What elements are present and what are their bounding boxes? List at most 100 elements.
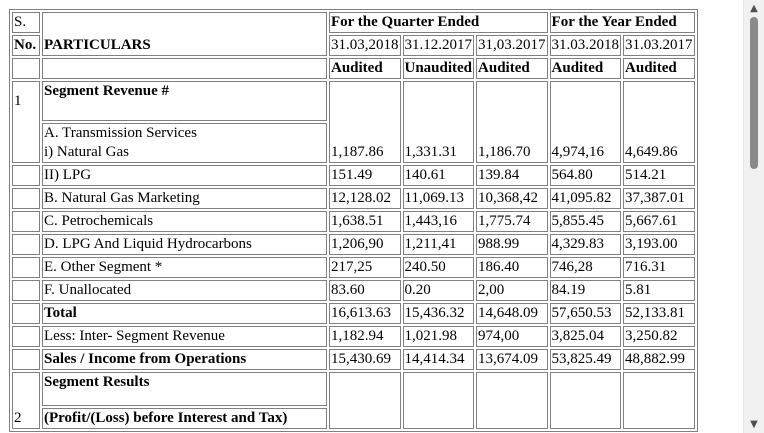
section-1-title: Segment Revenue # [42, 81, 327, 121]
table-cell: 716.31 [623, 257, 695, 278]
status-header-1: Audited [329, 58, 401, 79]
table-cell: 988.99 [476, 234, 548, 255]
table-cell: 746,28 [549, 257, 622, 278]
empty-cell [549, 372, 622, 429]
table-row: B. Natural Gas Marketing 12,128.02 11,069.… [12, 188, 695, 209]
empty-cell [476, 372, 548, 429]
table-row: E. Other Segment * 217,25 240.50 186.40 746,… [12, 257, 695, 278]
row-label: Less: Inter- Segment Revenue [42, 326, 327, 347]
table-row: D. LPG And Liquid Hydrocarbons 1,206,90 1,… [12, 234, 695, 255]
row-label: C. Petrochemicals [42, 211, 327, 232]
empty-cell [12, 349, 40, 370]
empty-cell [402, 372, 475, 429]
empty-cell [12, 188, 40, 209]
table-row: Less: Inter- Segment Revenue 1,182.94 1,02… [12, 326, 695, 347]
empty-cell [623, 372, 695, 429]
table-cell: 15,430.69 [329, 349, 401, 370]
table-cell: 3,825.04 [549, 326, 622, 347]
empty-cell [42, 58, 327, 79]
table-cell: 11,069.13 [402, 188, 475, 209]
table-cell: 12,128.02 [329, 188, 401, 209]
table-cell: 52,133.81 [623, 303, 695, 324]
scrollbar-thumb[interactable] [750, 17, 758, 169]
row-label: Total [42, 303, 327, 324]
header-row-2: No. 31.03,2018 31.12.2017 31,03.2017 31.… [12, 35, 695, 56]
status-header-5: Audited [623, 58, 695, 79]
table-row: Total 16,613.63 15,436.32 14,648.09 57,650.5… [12, 303, 695, 324]
section-1-title-row: 1 Segment Revenue # 1,187.86 1,331.31 1,… [12, 81, 695, 163]
section-2-subtitle-row: (Profit/(Loss) before Interest and Tax) [12, 408, 695, 429]
date-header-2: 31.12.2017 [402, 35, 475, 56]
table-cell: 2,00 [476, 280, 548, 301]
row-label: B. Natural Gas Marketing [42, 188, 327, 209]
date-header-4: 31.03.2018 [549, 35, 622, 56]
row-label: Sales / Income from Operations [42, 349, 327, 370]
data-rows: II) LPG 151.49 140.61 139.84 564.80 514.21 B. … [12, 165, 695, 370]
table-cell: 1,775.74 [476, 211, 548, 232]
row-label: F. Unallocated [42, 280, 327, 301]
quarter-ended-header: For the Quarter Ended [329, 12, 548, 33]
table-cell: 240.50 [402, 257, 475, 278]
document-viewport: S. PARTICULARS For the Quarter Ended For… [9, 9, 698, 432]
empty-cell [12, 303, 40, 324]
table-cell: 0.20 [402, 280, 475, 301]
table-cell: 1,443,16 [402, 211, 475, 232]
empty-cell [12, 234, 40, 255]
table-row: II) LPG 151.49 140.61 139.84 564.80 514.21 [12, 165, 695, 186]
year-ended-header: For the Year Ended [549, 12, 695, 33]
table-cell: 186.40 [476, 257, 548, 278]
status-header-2: Unaudited [402, 58, 475, 79]
date-header-5: 31.03.2017 [623, 35, 695, 56]
table-cell: 151.49 [329, 165, 401, 186]
section-2-subtitle: (Profit/(Loss) before Interest and Tax) [42, 408, 327, 429]
table-cell: 13,674.09 [476, 349, 548, 370]
status-header-3: Audited [476, 58, 548, 79]
table-cell: 41,095.82 [549, 188, 622, 209]
table-cell: 974,00 [476, 326, 548, 347]
table-cell: 4,329.83 [549, 234, 622, 255]
table-cell: 1,331.31 [402, 81, 475, 163]
empty-cell [12, 280, 40, 301]
table-cell: 1,182.94 [329, 326, 401, 347]
table-cell: 140.61 [402, 165, 475, 186]
table-cell: 217,25 [329, 257, 401, 278]
section-2-title: Segment Results [42, 372, 327, 406]
row-label: A. Transmission Services i) Natural Gas [42, 123, 327, 163]
natural-gas-label: i) Natural Gas [44, 144, 129, 160]
header-row-3: Audited Unaudited Audited Audited Audite… [12, 58, 695, 79]
table-cell: 5,667.61 [623, 211, 695, 232]
empty-cell [12, 326, 40, 347]
row-label: II) LPG [42, 165, 327, 186]
section-2-title-row: 2 Segment Results [12, 372, 695, 429]
empty-cell [12, 257, 40, 278]
table-row: F. Unallocated 83.60 0.20 2,00 84.19 5.81 [12, 280, 695, 301]
table-cell: 48,882.99 [623, 349, 695, 370]
table-cell: 84.19 [549, 280, 622, 301]
section-2-number: 2 [12, 372, 40, 429]
table-cell: 3,193.00 [623, 234, 695, 255]
table-cell: 53,825.49 [549, 349, 622, 370]
table-cell: 1,021.98 [402, 326, 475, 347]
table-cell: 83.60 [329, 280, 401, 301]
empty-cell [12, 165, 40, 186]
natural-gas-row: A. Transmission Services i) Natural Gas [12, 123, 695, 163]
table-cell: 564.80 [549, 165, 622, 186]
table-cell: 1,206,90 [329, 234, 401, 255]
table-cell: 1,186.70 [476, 81, 548, 163]
status-header-4: Audited [549, 58, 622, 79]
particulars-label: PARTICULARS [44, 37, 151, 53]
table-row: Sales / Income from Operations 15,430.69 1… [12, 349, 695, 370]
scroll-up-arrow-icon[interactable]: ▲ [750, 3, 758, 14]
vertical-scrollbar[interactable]: ▲ ▼ [743, 0, 764, 433]
empty-cell [12, 211, 40, 232]
table-cell: 139.84 [476, 165, 548, 186]
segment-results-table: S. PARTICULARS For the Quarter Ended For… [9, 9, 698, 432]
scroll-down-arrow-icon[interactable]: ▼ [750, 419, 758, 430]
sno-label: S. [12, 12, 40, 33]
table-cell: 37,387.01 [623, 188, 695, 209]
no-label: No. [12, 35, 40, 56]
table-cell: 16,613.63 [329, 303, 401, 324]
section-1-number: 1 [12, 81, 40, 163]
table-row: C. Petrochemicals 1,638.51 1,443,16 1,775.7… [12, 211, 695, 232]
table-cell: 5.81 [623, 280, 695, 301]
